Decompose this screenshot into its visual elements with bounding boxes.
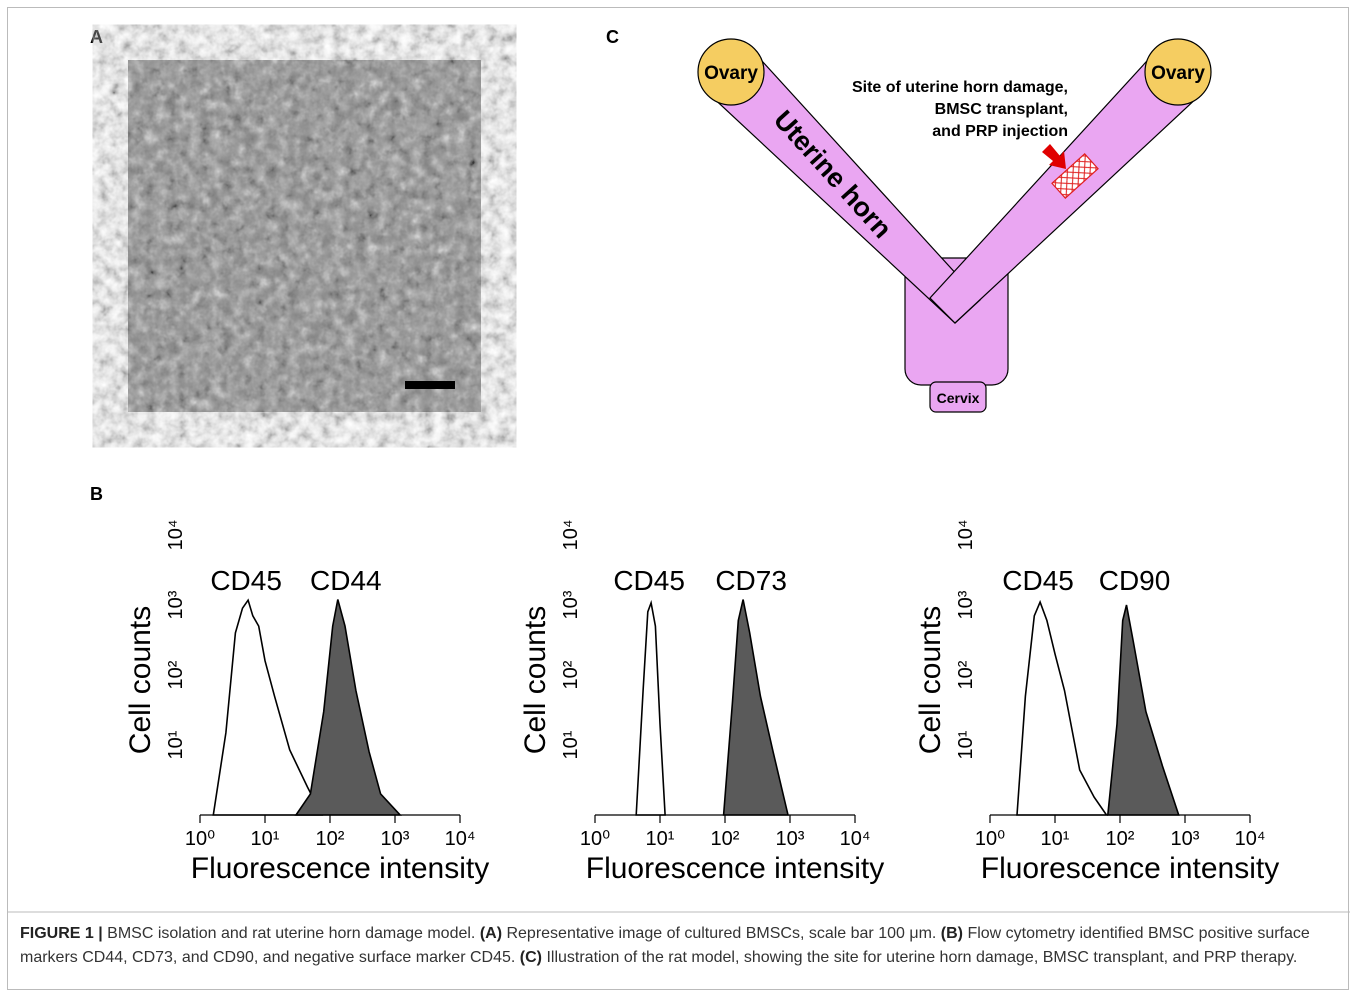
x-tick-label: 10¹ [1041, 828, 1070, 850]
ovary-shape [1144, 38, 1212, 106]
ovary-label: Ovary [1151, 63, 1205, 84]
x-tick-label: 10³ [1171, 828, 1200, 850]
ovary-label: Ovary [704, 63, 758, 84]
y-tick-label: 10¹ [955, 730, 977, 759]
y-axis-label: Cell counts [519, 606, 552, 754]
series-label: CD90 [1099, 565, 1171, 596]
x-tick-label: 10² [711, 828, 740, 850]
x-tick-label: 10² [1106, 828, 1135, 850]
x-tick-label: 10³ [381, 828, 410, 850]
series-label: CD45 [613, 565, 685, 596]
x-axis-label: Fluorescence intensity [981, 852, 1279, 885]
figure: A C Ovary Ovary Uterine horn Site of ute… [8, 27, 1350, 913]
histogram [635, 599, 666, 816]
x-tick-label: 10¹ [251, 828, 280, 850]
cervix-label: Cervix [937, 390, 980, 406]
y-tick-label: 10¹ [560, 730, 582, 759]
panel-label: B [90, 484, 103, 504]
x-tick-label: 10⁰ [975, 828, 1005, 850]
y-axis-label: Cell counts [124, 606, 157, 754]
histogram [1016, 599, 1109, 816]
damage-site [1051, 153, 1099, 199]
y-tick-label: 10⁴ [955, 520, 977, 551]
site-note: Site of uterine horn damage, [852, 79, 1068, 96]
x-tick-label: 10⁰ [580, 828, 610, 850]
x-tick-label: 10¹ [646, 828, 675, 850]
histogram [722, 599, 790, 816]
caption-text: FIGURE 1 | [20, 925, 103, 942]
x-tick-label: 10² [316, 828, 345, 850]
ovary-shape [697, 38, 765, 106]
y-tick-label: 10² [560, 660, 582, 689]
site-note: BMSC transplant, [935, 101, 1068, 118]
caption-text: Representative image of cultured BMSCs, … [502, 925, 941, 942]
x-axis-label: Fluorescence intensity [191, 852, 489, 885]
micrograph [128, 60, 481, 412]
cervix-shape [929, 381, 987, 413]
caption-text: (B) [940, 925, 963, 942]
panel-label: A [90, 27, 103, 47]
y-tick-label: 10² [955, 660, 977, 689]
y-tick-label: 10¹ [165, 730, 187, 759]
series-label: CD45 [1002, 565, 1074, 596]
x-tick-label: 10⁰ [185, 828, 215, 850]
panel-label: C [606, 27, 619, 47]
y-tick-label: 10³ [560, 590, 582, 619]
y-axis-label: Cell counts [914, 606, 947, 754]
x-tick-label: 10³ [776, 828, 805, 850]
histogram [294, 599, 402, 816]
series-label: CD73 [715, 565, 787, 596]
x-axis-label: Fluorescence intensity [586, 852, 884, 885]
caption-text: (A) [479, 925, 503, 942]
histogram [1106, 604, 1180, 816]
site-arrow [1042, 144, 1066, 169]
series-label: CD45 [210, 565, 282, 596]
series-label: CD44 [310, 565, 382, 596]
caption-text: (C) [519, 949, 542, 966]
caption-text: BMSC isolation and rat uterine horn dama… [102, 925, 480, 942]
y-tick-label: 10³ [955, 590, 977, 619]
caption: FIGURE 1 | BMSC isolation and rat uterin… [20, 922, 1320, 970]
site-note: and PRP injection [932, 123, 1068, 140]
x-tick-label: 10⁴ [840, 828, 871, 850]
x-tick-label: 10⁴ [445, 828, 476, 850]
horn-label: Uterine horn [768, 105, 898, 244]
y-tick-label: 10⁴ [560, 520, 582, 551]
y-tick-label: 10² [165, 660, 187, 689]
y-tick-label: 10⁴ [165, 520, 187, 551]
caption-text: Flow cytometry identified BMSC positive … [20, 925, 1315, 966]
histogram [212, 598, 324, 816]
x-tick-label: 10⁴ [1235, 828, 1266, 850]
y-tick-label: 10³ [165, 590, 187, 619]
caption-text: Illustration of the rat model, showing t… [542, 949, 1298, 966]
scale-bar [405, 381, 455, 389]
figure-frame [7, 7, 1349, 990]
